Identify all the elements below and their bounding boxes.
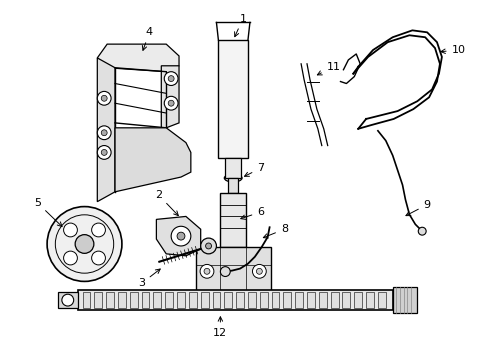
Bar [118,292,125,308]
Text: 11: 11 [317,62,340,75]
Bar [195,247,270,291]
Circle shape [203,268,209,274]
Bar [106,292,114,308]
Bar [295,292,303,308]
Text: 8: 8 [263,224,287,238]
Text: 2: 2 [155,190,178,216]
Ellipse shape [224,174,242,182]
Bar [188,292,196,308]
Circle shape [200,265,213,278]
Circle shape [63,223,77,237]
Circle shape [97,126,111,140]
Circle shape [168,100,174,106]
Bar [306,292,314,308]
Circle shape [171,226,190,246]
Bar [342,292,349,308]
Bar [94,292,102,308]
Bar [259,292,267,308]
Circle shape [47,207,122,282]
Circle shape [63,251,77,265]
Text: 3: 3 [138,269,160,288]
Circle shape [97,91,111,105]
Bar [236,292,244,308]
Circle shape [164,96,178,110]
Text: 10: 10 [440,45,465,55]
Bar [177,292,184,308]
Circle shape [97,145,111,159]
Circle shape [75,235,94,253]
Text: 6: 6 [240,207,264,219]
Polygon shape [97,58,115,202]
Bar [377,292,385,308]
Polygon shape [58,292,78,308]
Bar [129,292,138,308]
Bar [212,292,220,308]
Bar [330,292,338,308]
Circle shape [200,238,216,254]
Circle shape [252,265,265,278]
Circle shape [164,72,178,85]
Bar [318,292,326,308]
Bar [271,292,279,308]
Bar [353,292,362,308]
Text: 4: 4 [142,27,153,50]
Polygon shape [97,44,179,72]
Circle shape [101,95,107,101]
Circle shape [62,294,74,306]
Text: 7: 7 [244,163,264,176]
Bar [218,40,247,158]
Bar [283,292,291,308]
Circle shape [101,130,107,136]
Circle shape [168,76,174,82]
Bar [247,292,255,308]
Circle shape [91,251,105,265]
Polygon shape [161,66,179,128]
Bar [165,292,173,308]
Text: 12: 12 [213,317,227,338]
Bar [225,158,241,178]
Circle shape [417,227,425,235]
Bar [392,287,416,313]
Bar [82,292,90,308]
Circle shape [205,243,211,249]
Bar [200,292,208,308]
Polygon shape [115,128,190,192]
Circle shape [220,267,230,276]
Polygon shape [156,216,200,256]
Text: 1: 1 [234,14,246,37]
Circle shape [256,268,262,274]
Bar [153,292,161,308]
Bar [142,292,149,308]
Bar [228,178,238,193]
Bar [78,290,392,310]
Text: 9: 9 [405,199,430,216]
Bar [220,193,245,247]
Text: 5: 5 [34,198,62,226]
Circle shape [177,232,184,240]
Circle shape [101,149,107,156]
Bar [366,292,373,308]
Circle shape [91,223,105,237]
Bar [224,292,232,308]
